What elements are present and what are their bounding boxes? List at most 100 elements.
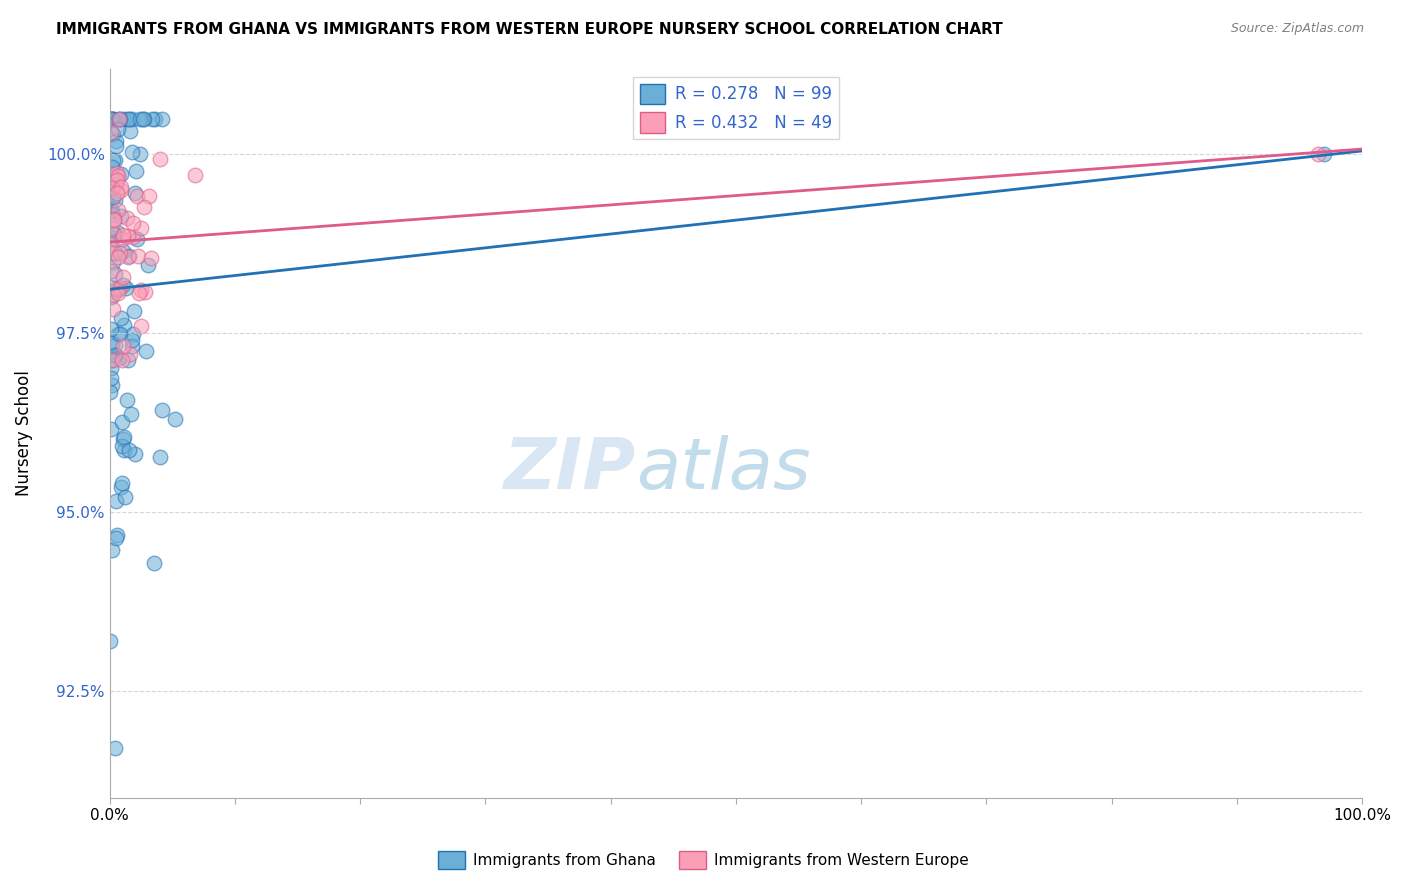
- Point: [100, 371, 122, 385]
- Point: [135, 344, 157, 359]
- Point: [107, 202, 129, 217]
- Point: [118, 249, 141, 263]
- Point: [111, 475, 134, 490]
- Point: [100, 204, 122, 219]
- Point: [117, 352, 139, 367]
- Point: [121, 334, 143, 348]
- Point: [112, 269, 135, 284]
- Point: [101, 179, 124, 194]
- Point: [104, 348, 127, 362]
- Point: [108, 245, 131, 260]
- Point: [163, 412, 186, 426]
- Point: [105, 494, 128, 508]
- Point: [107, 112, 129, 126]
- Point: [117, 211, 139, 225]
- Point: [122, 229, 145, 244]
- Point: [124, 186, 146, 200]
- Point: [101, 127, 124, 141]
- Point: [121, 326, 143, 341]
- Point: [139, 251, 162, 265]
- Point: [118, 347, 141, 361]
- Point: [111, 352, 134, 367]
- Point: [104, 740, 127, 755]
- Point: [100, 160, 122, 174]
- Point: [104, 134, 127, 148]
- Point: [101, 301, 124, 316]
- Point: [1313, 147, 1336, 161]
- Text: IMMIGRANTS FROM GHANA VS IMMIGRANTS FROM WESTERN EUROPE NURSERY SCHOOL CORRELATI: IMMIGRANTS FROM GHANA VS IMMIGRANTS FROM…: [56, 22, 1002, 37]
- Point: [100, 220, 122, 235]
- Point: [111, 232, 134, 246]
- Point: [132, 112, 155, 126]
- Point: [124, 447, 146, 461]
- Point: [122, 216, 145, 230]
- Point: [110, 180, 132, 194]
- Point: [107, 285, 129, 300]
- Point: [117, 443, 139, 458]
- Point: [103, 227, 125, 241]
- Point: [107, 121, 129, 136]
- Point: [101, 112, 124, 126]
- Point: [110, 210, 132, 224]
- Point: [104, 245, 127, 260]
- Point: [127, 249, 149, 263]
- Point: [129, 146, 152, 161]
- Point: [101, 112, 124, 126]
- Point: [112, 430, 135, 444]
- Point: [101, 336, 124, 351]
- Legend: R = 0.278   N = 99, R = 0.432   N = 49: R = 0.278 N = 99, R = 0.432 N = 49: [633, 77, 838, 139]
- Point: [118, 112, 141, 126]
- Point: [107, 327, 129, 342]
- Point: [121, 145, 143, 160]
- Point: [125, 232, 148, 246]
- Point: [1308, 147, 1330, 161]
- Point: [107, 251, 129, 265]
- Legend: Immigrants from Ghana, Immigrants from Western Europe: Immigrants from Ghana, Immigrants from W…: [432, 845, 974, 875]
- Point: [104, 139, 127, 153]
- Point: [103, 288, 125, 302]
- Point: [103, 212, 125, 227]
- Point: [108, 112, 131, 126]
- Point: [100, 125, 122, 139]
- Point: [101, 170, 124, 185]
- Point: [122, 304, 145, 318]
- Point: [120, 407, 142, 421]
- Point: [110, 480, 132, 494]
- Point: [100, 112, 122, 126]
- Point: [103, 212, 125, 227]
- Point: [100, 422, 122, 436]
- Point: [108, 351, 131, 365]
- Point: [104, 281, 127, 295]
- Point: [100, 353, 122, 368]
- Point: [118, 123, 141, 137]
- Point: [101, 181, 124, 195]
- Point: [105, 173, 128, 187]
- Point: [117, 229, 139, 244]
- Point: [112, 244, 135, 259]
- Point: [138, 189, 160, 203]
- Text: ZIP: ZIP: [503, 435, 636, 504]
- Point: [112, 433, 135, 447]
- Point: [111, 415, 134, 429]
- Point: [121, 112, 143, 126]
- Point: [103, 231, 125, 245]
- Point: [114, 490, 136, 504]
- Point: [143, 556, 166, 570]
- Point: [100, 360, 122, 375]
- Point: [141, 112, 163, 126]
- Point: [117, 112, 139, 126]
- Point: [131, 112, 153, 126]
- Point: [128, 286, 150, 301]
- Point: [112, 277, 135, 292]
- Point: [100, 264, 122, 278]
- Point: [105, 166, 128, 180]
- Point: [131, 283, 153, 297]
- Point: [100, 290, 122, 304]
- Point: [112, 318, 135, 332]
- Point: [100, 112, 122, 126]
- Point: [101, 255, 124, 269]
- Point: [111, 228, 134, 243]
- Point: [112, 112, 135, 126]
- Point: [107, 169, 129, 184]
- Point: [121, 339, 143, 353]
